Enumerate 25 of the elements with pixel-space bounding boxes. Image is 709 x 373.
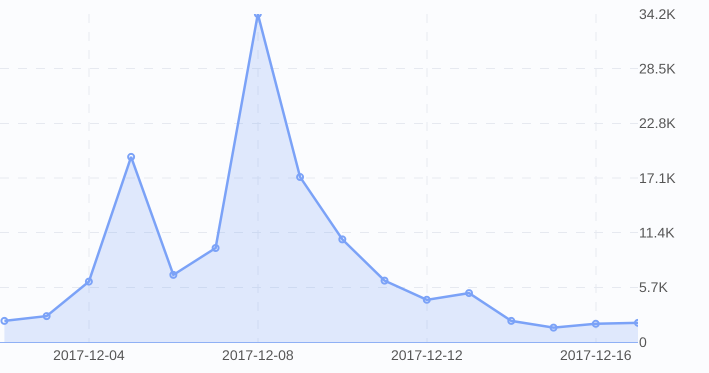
point — [422, 296, 431, 304]
point — [380, 276, 389, 285]
point — [42, 312, 51, 320]
point — [169, 270, 178, 279]
y-tick-label: 5.7K — [639, 279, 668, 296]
point — [212, 244, 220, 252]
x-tick-label: 2017-12-04 — [53, 346, 125, 363]
point — [465, 289, 474, 298]
point — [338, 235, 346, 244]
point — [550, 324, 558, 332]
y-tick-label: 0 — [639, 334, 647, 350]
point — [507, 316, 516, 325]
point — [592, 320, 600, 328]
x-tick-label: 2017-12-12 — [390, 346, 463, 363]
x-tick-label: 2017-12-16 — [560, 346, 632, 363]
y-tick-label: 22.8K — [639, 115, 676, 132]
point — [0, 316, 8, 325]
x-tick-label: 2017-12-08 — [222, 346, 294, 363]
point — [127, 152, 136, 161]
point — [296, 173, 304, 182]
y-tick-label: 17.1K — [639, 170, 676, 186]
point — [84, 278, 93, 286]
y-tick-label: 11.4K — [639, 224, 676, 241]
y-tick-label: 34.2K — [639, 6, 676, 22]
y-tick-label: 28.5K — [639, 60, 676, 77]
